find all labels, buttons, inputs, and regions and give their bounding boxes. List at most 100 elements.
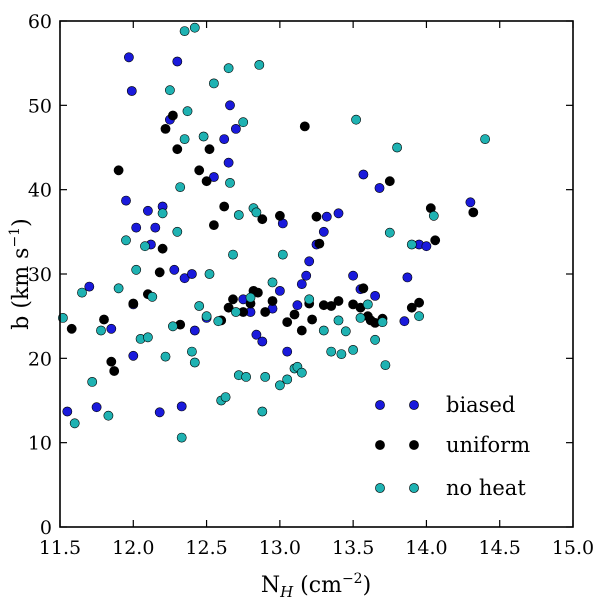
data-point-no-heat-7 xyxy=(121,235,131,246)
data-point-no-heat-63 xyxy=(377,317,388,327)
legend-marker-no-heat-b xyxy=(409,483,419,493)
data-point-no-heat-53 xyxy=(318,325,329,336)
x-tick-label-6: 14.5 xyxy=(479,537,521,559)
data-point-uniform-3 xyxy=(109,366,120,376)
data-point-biased-3 xyxy=(106,323,117,334)
data-point-biased-23 xyxy=(208,172,219,182)
data-point-no-heat-24 xyxy=(194,301,205,311)
data-point-no-heat-13 xyxy=(157,208,168,219)
data-point-uniform-39 xyxy=(333,296,344,306)
data-point-no-heat-56 xyxy=(336,349,347,359)
data-point-no-heat-28 xyxy=(208,78,219,89)
data-point-no-heat-67 xyxy=(406,239,417,250)
data-point-biased-1 xyxy=(91,402,102,413)
data-point-no-heat-41 xyxy=(251,207,262,218)
axis-ticks: 11.5 12.0 12.5 13.0 13.5 14.0 14.5 15.0 0 10 20 30 4… xyxy=(28,11,594,559)
data-point-biased-9 xyxy=(131,222,142,233)
data-point-no-heat-60 xyxy=(355,312,366,323)
data-point-biased-4 xyxy=(121,195,131,206)
data-point-biased-48 xyxy=(374,183,385,193)
data-point-no-heat-10 xyxy=(140,241,150,252)
data-point-no-heat-47 xyxy=(277,249,288,260)
data-point-no-heat-1 xyxy=(69,418,80,429)
data-point-uniform-34 xyxy=(307,314,317,325)
data-point-no-heat-64 xyxy=(380,360,391,370)
data-point-uniform-47 xyxy=(384,176,395,187)
data-point-biased-27 xyxy=(230,123,241,134)
x-tick-label-0: 11.5 xyxy=(39,537,81,559)
y-axis-title: b (km s−1) xyxy=(7,218,34,329)
data-points xyxy=(58,22,490,443)
data-point-uniform-10 xyxy=(167,110,178,121)
data-point-biased-26 xyxy=(225,100,235,111)
legend-marker-biased-b xyxy=(409,400,419,410)
legend-marker-biased-a xyxy=(375,400,385,410)
data-point-no-heat-31 xyxy=(220,392,231,402)
legend-label-biased: biased xyxy=(446,393,515,417)
data-point-no-heat-15 xyxy=(164,85,175,96)
data-point-no-heat-39 xyxy=(245,292,256,303)
data-point-biased-38 xyxy=(301,270,312,281)
data-point-biased-47 xyxy=(370,290,380,301)
x-tick-label-5: 14.0 xyxy=(405,537,447,559)
data-point-biased-33 xyxy=(274,285,285,296)
data-point-uniform-4 xyxy=(113,165,124,176)
data-point-no-heat-34 xyxy=(228,249,238,260)
data-point-no-heat-5 xyxy=(103,410,114,421)
data-point-no-heat-43 xyxy=(257,406,268,417)
data-point-no-heat-25 xyxy=(198,131,209,142)
data-point-biased-20 xyxy=(186,269,197,279)
data-point-uniform-28 xyxy=(274,210,285,221)
legend: biased uniform no heat xyxy=(375,393,530,500)
x-tick-label-7: 15.0 xyxy=(552,537,594,559)
data-point-no-heat-20 xyxy=(179,134,190,144)
data-point-biased-12 xyxy=(150,222,161,233)
data-point-no-heat-45 xyxy=(267,277,278,288)
data-point-biased-42 xyxy=(321,211,332,222)
data-point-no-heat-66 xyxy=(392,142,402,153)
data-point-biased-36 xyxy=(292,300,303,311)
data-point-no-heat-16 xyxy=(167,321,178,332)
data-point-biased-13 xyxy=(154,407,165,418)
data-point-biased-44 xyxy=(348,270,358,281)
data-point-uniform-18 xyxy=(219,201,230,212)
data-point-biased-0 xyxy=(62,406,73,417)
data-point-biased-2 xyxy=(84,281,95,292)
data-point-no-heat-72 xyxy=(189,22,200,33)
data-point-uniform-25 xyxy=(257,214,268,225)
data-point-biased-46 xyxy=(358,169,369,180)
data-point-no-heat-27 xyxy=(204,269,215,279)
data-point-no-heat-55 xyxy=(333,315,344,326)
x-tick-label-3: 13.0 xyxy=(259,537,301,559)
data-point-uniform-38 xyxy=(326,301,337,311)
data-point-uniform-31 xyxy=(296,325,307,336)
y-tick-label-4: 40 xyxy=(28,180,52,202)
data-point-no-heat-12 xyxy=(147,291,158,302)
data-point-no-heat-52 xyxy=(304,294,315,305)
data-point-uniform-24 xyxy=(252,287,263,298)
data-point-no-heat-51 xyxy=(296,367,307,378)
data-point-biased-16 xyxy=(169,264,180,275)
data-point-no-heat-6 xyxy=(113,283,124,294)
data-point-uniform-32 xyxy=(299,121,310,132)
data-point-biased-7 xyxy=(128,350,139,361)
data-point-uniform-15 xyxy=(204,144,215,155)
y-tick-label-5: 50 xyxy=(28,95,52,117)
x-tick-label-4: 13.5 xyxy=(332,537,374,559)
data-point-no-heat-68 xyxy=(414,311,424,322)
y-tick-label-3: 30 xyxy=(28,264,52,286)
data-point-no-heat-54 xyxy=(326,346,337,357)
data-point-biased-6 xyxy=(126,86,137,96)
data-point-uniform-30 xyxy=(289,309,300,320)
data-point-no-heat-19 xyxy=(176,432,187,443)
data-point-no-heat-48 xyxy=(282,374,293,385)
data-point-uniform-20 xyxy=(228,294,238,305)
data-point-no-heat-14 xyxy=(160,351,171,362)
data-point-no-heat-65 xyxy=(384,227,395,238)
data-point-uniform-13 xyxy=(194,165,205,176)
data-point-no-heat-3 xyxy=(87,376,98,387)
data-point-uniform-26 xyxy=(260,307,271,317)
data-point-biased-24 xyxy=(219,134,230,144)
data-point-biased-18 xyxy=(176,401,187,412)
data-point-uniform-36 xyxy=(314,238,325,249)
